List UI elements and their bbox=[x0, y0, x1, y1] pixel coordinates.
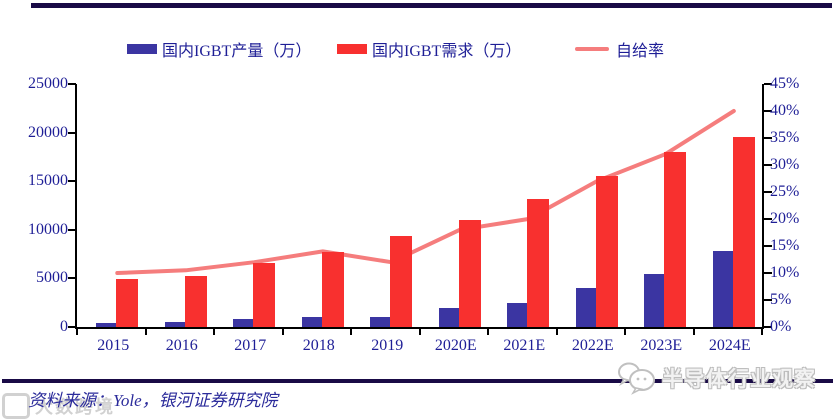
rounded-square-logo-icon bbox=[2, 393, 30, 419]
legend-item-demand: 国内IGBT需求（万） bbox=[337, 40, 522, 60]
y-axis-left-tick-label: 15000 bbox=[28, 172, 68, 190]
y-axis-left-tick bbox=[68, 228, 76, 231]
x-axis-tick bbox=[761, 329, 763, 335]
y-axis-right-tick bbox=[764, 191, 772, 193]
x-axis-category-label: 2017 bbox=[234, 337, 267, 354]
production-swatch-icon bbox=[127, 44, 157, 54]
x-axis-category-label: 2020E bbox=[434, 337, 477, 354]
demand-swatch-icon bbox=[337, 44, 367, 54]
bar-production-2022E bbox=[575, 288, 596, 327]
bar-production-2019 bbox=[370, 316, 391, 327]
source-note: 资料来源：Yole，银河证券研究院 bbox=[28, 391, 278, 410]
x-axis-category-label: 2016 bbox=[165, 337, 198, 354]
bar-production-2023E bbox=[644, 273, 665, 327]
rate-line-chart bbox=[115, 109, 736, 275]
bar-demand-2019 bbox=[390, 235, 413, 327]
legend-item-production: 国内IGBT产量（万） bbox=[127, 40, 312, 60]
bar-demand-2015 bbox=[116, 279, 139, 327]
y-axis-right-tick bbox=[764, 137, 772, 139]
x-axis-tick bbox=[281, 329, 284, 335]
bar-production-2021E bbox=[507, 302, 528, 327]
y-axis-left-tick-label: 25000 bbox=[28, 75, 68, 92]
x-axis-tick bbox=[692, 329, 695, 335]
y-axis-right-tick-label: 10% bbox=[770, 264, 800, 281]
y-axis-left-tick-label: 5000 bbox=[36, 269, 68, 287]
x-axis-category-label: 2019 bbox=[371, 337, 404, 354]
x-axis-tick bbox=[144, 329, 147, 335]
bar-demand-2016 bbox=[184, 275, 207, 327]
rate-line-swatch-icon bbox=[575, 47, 609, 51]
y-axis-right-tick-label: 30% bbox=[770, 156, 800, 173]
y-axis-right-tick bbox=[764, 83, 772, 85]
y-axis-right-tick bbox=[764, 245, 772, 247]
y-axis-right-tick-label: 20% bbox=[770, 210, 800, 227]
top-divider-rule bbox=[31, 3, 832, 8]
x-axis-category-label: 2018 bbox=[302, 337, 335, 354]
bar-production-2016 bbox=[164, 321, 185, 327]
y-axis-right-line bbox=[762, 84, 764, 329]
watermark-left-text: 大数跨境 bbox=[35, 397, 115, 417]
bottom-divider-rule bbox=[2, 379, 833, 383]
x-axis-tick bbox=[555, 329, 558, 335]
x-axis-category-label: 2024E bbox=[708, 337, 751, 354]
y-axis-left-tick bbox=[68, 83, 76, 85]
x-axis-category-label: 2015 bbox=[97, 337, 130, 354]
plot-area bbox=[77, 84, 762, 327]
x-axis-category-label: 2023E bbox=[640, 337, 683, 354]
bar-production-2018 bbox=[301, 317, 322, 327]
bar-production-2024E bbox=[712, 251, 733, 327]
bar-demand-2017 bbox=[253, 262, 276, 327]
y-axis-left-tick-label: 20000 bbox=[28, 123, 68, 141]
x-axis-category-label: 2022E bbox=[571, 337, 614, 354]
y-axis-right-tick bbox=[764, 218, 772, 220]
watermark-bottom-right: 半导体行业观察 bbox=[616, 360, 816, 396]
bar-demand-2018 bbox=[321, 252, 344, 327]
x-axis-category-label: 2021E bbox=[503, 337, 546, 354]
y-axis-right-tick-label: 0% bbox=[770, 318, 792, 335]
legend-label-demand: 国内IGBT需求（万） bbox=[372, 43, 522, 60]
y-axis-right-tick-label: 25% bbox=[770, 183, 800, 200]
y-axis-right-tick bbox=[764, 110, 772, 112]
y-axis-left-tick bbox=[68, 180, 76, 183]
y-axis-right-tick-label: 35% bbox=[770, 129, 800, 146]
legend-label-rate: 自给率 bbox=[616, 43, 665, 60]
y-axis-right-tick-label: 5% bbox=[770, 291, 792, 308]
y-axis-right-tick-label: 45% bbox=[770, 75, 800, 92]
x-axis-tick bbox=[624, 329, 626, 335]
y-axis-right-tick bbox=[764, 272, 772, 274]
x-axis-line bbox=[75, 327, 764, 329]
bar-demand-2021E bbox=[527, 198, 550, 327]
bar-production-2017 bbox=[233, 319, 254, 327]
y-axis-right-tick bbox=[764, 299, 772, 301]
y-axis-left-tick bbox=[68, 131, 76, 134]
x-axis-tick bbox=[487, 329, 489, 335]
bar-demand-2020E bbox=[458, 220, 481, 327]
x-axis-tick bbox=[418, 329, 421, 335]
bar-demand-2022E bbox=[595, 176, 618, 327]
bar-production-2020E bbox=[438, 307, 459, 327]
y-axis-left-tick-label: 10000 bbox=[28, 220, 68, 238]
x-axis-tick bbox=[213, 329, 215, 335]
y-axis-right-tick bbox=[764, 326, 772, 328]
bar-production-2015 bbox=[96, 323, 117, 327]
watermark-bottom-left: 大数跨境 bbox=[2, 393, 115, 419]
wechat-icon bbox=[618, 362, 655, 395]
bar-demand-2024E bbox=[732, 136, 755, 327]
y-axis-left-tick bbox=[68, 277, 76, 280]
y-axis-left-tick bbox=[68, 326, 76, 328]
x-axis-tick bbox=[76, 329, 78, 335]
watermark-right-text: 半导体行业观察 bbox=[662, 368, 816, 391]
y-axis-left-line bbox=[75, 84, 77, 329]
self-sufficiency-rate-line bbox=[115, 109, 736, 275]
x-axis-tick bbox=[350, 329, 352, 335]
legend-item-rate: 自给率 bbox=[575, 40, 665, 60]
legend-label-production: 国内IGBT产量（万） bbox=[162, 43, 312, 60]
y-axis-right-tick-label: 40% bbox=[770, 102, 800, 119]
y-axis-left-tick-label: 0 bbox=[60, 318, 68, 335]
bar-demand-2023E bbox=[664, 152, 687, 327]
y-axis-right-tick bbox=[764, 164, 772, 166]
y-axis-right-tick-label: 15% bbox=[770, 237, 800, 254]
